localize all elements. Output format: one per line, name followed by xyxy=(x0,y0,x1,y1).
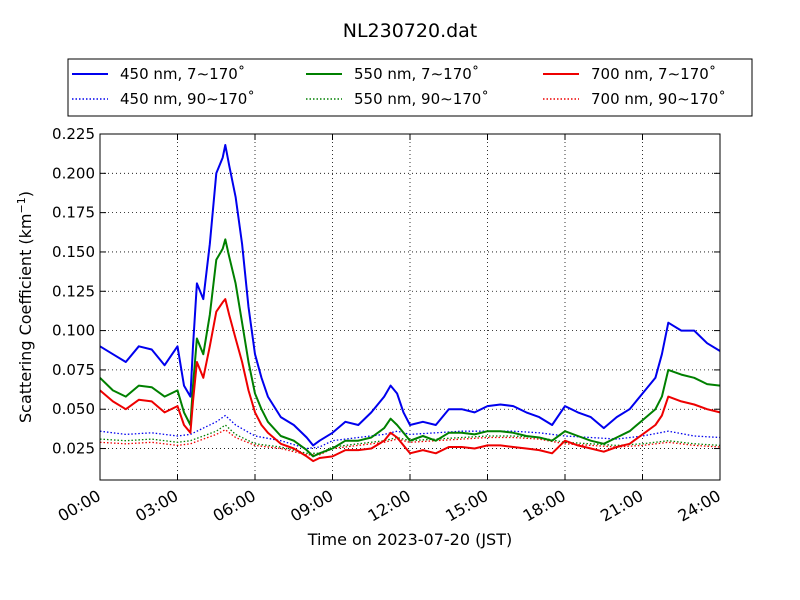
y-tick-label: 0.225 xyxy=(52,125,95,143)
x-tick-label: 21:00 xyxy=(597,486,646,526)
y-tick-label: 0.075 xyxy=(52,361,95,379)
y-tick-label: 0.200 xyxy=(52,164,95,182)
x-tick-label: 18:00 xyxy=(520,486,569,526)
legend-label: 550 nm, 90∼170˚ xyxy=(354,90,489,108)
legend: 450 nm, 7∼170˚ 550 nm, 7∼170˚ 700 nm, 7∼17… xyxy=(67,58,753,117)
x-tick-label: 06:00 xyxy=(210,486,259,526)
legend-box xyxy=(67,58,753,117)
grid xyxy=(100,134,720,480)
plot-lines xyxy=(99,144,721,463)
x-tick-label: 00:00 xyxy=(55,486,104,526)
series-line-0 xyxy=(99,144,721,447)
x-tick-label: 03:00 xyxy=(132,486,181,526)
series-line-1 xyxy=(99,238,721,458)
legend-label: 700 nm, 7∼170˚ xyxy=(591,65,716,83)
series-line-2 xyxy=(99,298,721,463)
y-tick-label: 0.175 xyxy=(52,204,95,222)
y-tick-label: 0.100 xyxy=(52,322,95,340)
legend-label: 450 nm, 90∼170˚ xyxy=(120,90,255,108)
x-tick-label: 24:00 xyxy=(675,486,724,526)
x-tick-label: 12:00 xyxy=(365,486,414,526)
ticks xyxy=(99,133,721,480)
series-line-3 xyxy=(99,414,721,450)
x-axis-label: Time on 2023-07-20 (JST) xyxy=(307,530,512,549)
chart-title: NL230720.dat xyxy=(343,20,478,42)
y-axis-label-main: Scattering Coefficient (km xyxy=(16,213,35,423)
x-tick-label: 09:00 xyxy=(287,486,336,526)
y-tick-labels: 0.025 0.050 0.075 0.100 0.125 0.150 0.175 0.200… xyxy=(52,125,95,458)
y-tick-label: 0.125 xyxy=(52,282,95,300)
x-tick-labels: 00:00 03:00 06:00 09:00 12:00 15:00 18:00 21:00… xyxy=(55,486,724,526)
series-line-4 xyxy=(99,424,721,454)
series-line-5 xyxy=(99,429,721,456)
y-tick-label: 0.025 xyxy=(52,440,95,458)
legend-label: 700 nm, 90∼170˚ xyxy=(591,90,726,108)
x-tick-label: 15:00 xyxy=(442,486,491,526)
y-axis-label-close: ) xyxy=(16,191,35,197)
legend-label: 550 nm, 7∼170˚ xyxy=(354,65,479,83)
y-tick-label: 0.050 xyxy=(52,400,95,418)
y-tick-label: 0.150 xyxy=(52,243,95,261)
legend-label: 450 nm, 7∼170˚ xyxy=(120,65,245,83)
y-axis-label: Scattering Coefficient (km−1) xyxy=(15,191,35,423)
y-axis-label-exponent: −1 xyxy=(15,197,28,213)
